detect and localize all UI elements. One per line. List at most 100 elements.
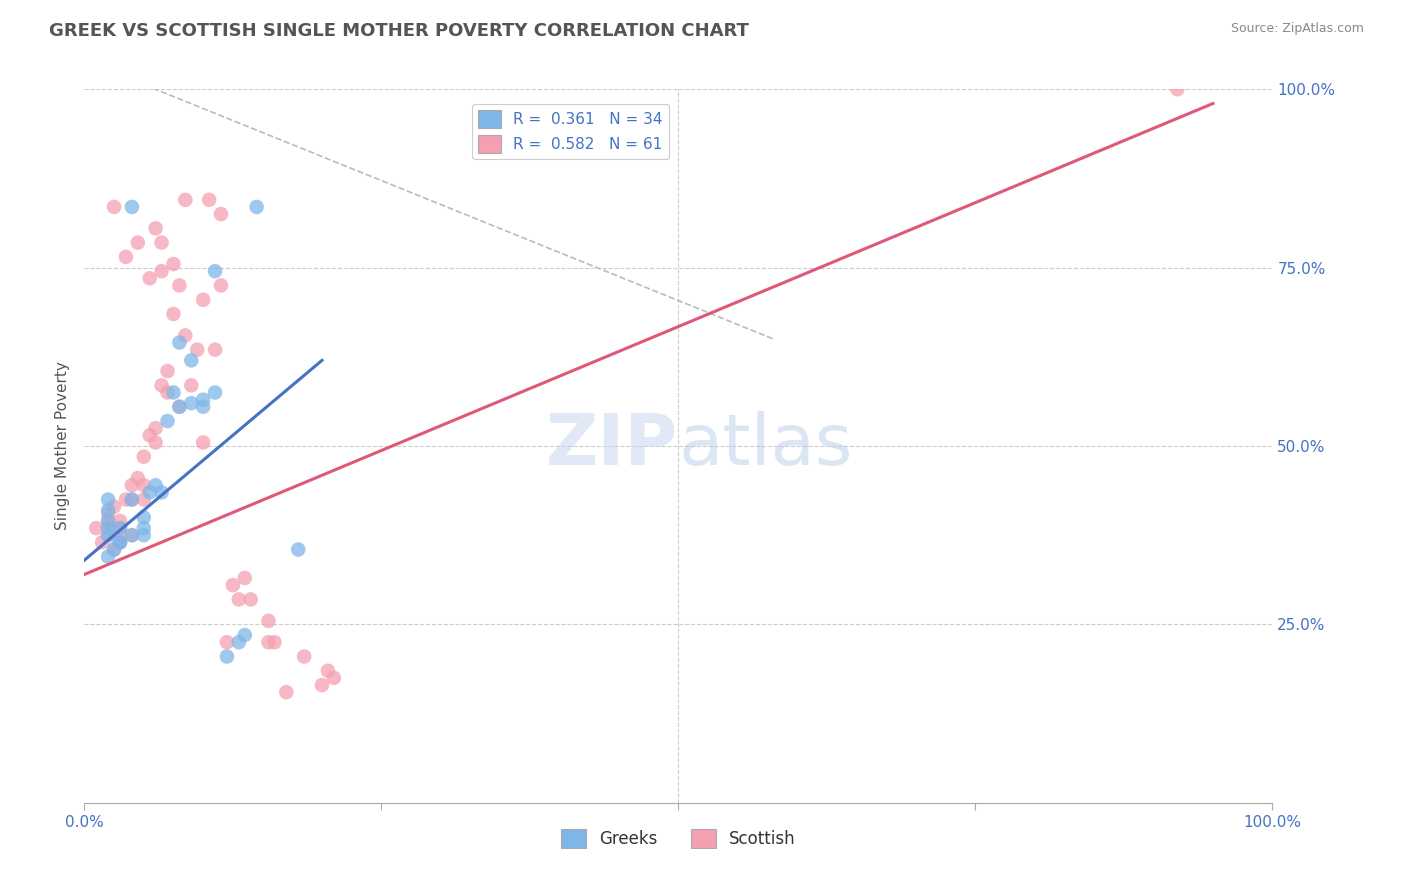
Point bbox=[162, 257, 184, 271]
Point bbox=[84, 521, 107, 535]
Point bbox=[127, 235, 149, 250]
Point bbox=[169, 278, 191, 293]
Point bbox=[97, 503, 120, 517]
Text: GREEK VS SCOTTISH SINGLE MOTHER POVERTY CORRELATION CHART: GREEK VS SCOTTISH SINGLE MOTHER POVERTY … bbox=[49, 22, 749, 40]
Point bbox=[108, 521, 131, 535]
Point bbox=[233, 628, 256, 642]
Point bbox=[97, 514, 120, 528]
Point bbox=[108, 528, 131, 542]
Point bbox=[186, 343, 208, 357]
Point bbox=[156, 414, 179, 428]
Point bbox=[132, 450, 155, 464]
Point bbox=[97, 514, 120, 528]
Point bbox=[115, 492, 138, 507]
Point bbox=[121, 200, 143, 214]
Point bbox=[103, 500, 125, 514]
Point bbox=[287, 542, 309, 557]
Point bbox=[180, 396, 202, 410]
Point bbox=[132, 528, 155, 542]
Point bbox=[292, 649, 315, 664]
Point bbox=[209, 278, 232, 293]
Point bbox=[174, 193, 197, 207]
Point bbox=[1166, 82, 1188, 96]
Point bbox=[191, 400, 215, 414]
Point bbox=[97, 521, 120, 535]
Text: atlas: atlas bbox=[679, 411, 853, 481]
Point bbox=[132, 478, 155, 492]
Point bbox=[169, 400, 191, 414]
Point bbox=[138, 428, 160, 442]
Point bbox=[276, 685, 298, 699]
Point bbox=[121, 528, 143, 542]
Point bbox=[145, 435, 167, 450]
Point bbox=[257, 635, 280, 649]
Point bbox=[169, 335, 191, 350]
Point bbox=[191, 435, 215, 450]
Point bbox=[103, 542, 125, 557]
Point bbox=[121, 478, 143, 492]
Point bbox=[145, 478, 167, 492]
Point bbox=[322, 671, 344, 685]
Point bbox=[204, 264, 226, 278]
Point bbox=[150, 235, 173, 250]
Point bbox=[191, 392, 215, 407]
Point bbox=[97, 528, 120, 542]
Point bbox=[209, 207, 232, 221]
Point bbox=[222, 578, 245, 592]
Point bbox=[145, 221, 167, 235]
Point bbox=[162, 307, 184, 321]
Text: ZIP: ZIP bbox=[546, 411, 679, 481]
Point bbox=[115, 250, 138, 264]
Point bbox=[103, 200, 125, 214]
Point bbox=[150, 485, 173, 500]
Point bbox=[127, 471, 149, 485]
Point bbox=[97, 521, 120, 535]
Point bbox=[204, 343, 226, 357]
Text: Source: ZipAtlas.com: Source: ZipAtlas.com bbox=[1230, 22, 1364, 36]
Point bbox=[156, 364, 179, 378]
Point bbox=[108, 535, 131, 549]
Point bbox=[156, 385, 179, 400]
Legend: Greeks, Scottish: Greeks, Scottish bbox=[554, 822, 803, 855]
Point bbox=[121, 492, 143, 507]
Point bbox=[233, 571, 256, 585]
Point bbox=[198, 193, 221, 207]
Point bbox=[132, 521, 155, 535]
Point bbox=[204, 385, 226, 400]
Point bbox=[121, 528, 143, 542]
Point bbox=[215, 635, 238, 649]
Point bbox=[316, 664, 339, 678]
Point bbox=[215, 649, 238, 664]
Point bbox=[191, 293, 215, 307]
Y-axis label: Single Mother Poverty: Single Mother Poverty bbox=[55, 361, 70, 531]
Point bbox=[132, 510, 155, 524]
Point bbox=[246, 200, 269, 214]
Point bbox=[311, 678, 333, 692]
Point bbox=[108, 535, 131, 549]
Point bbox=[180, 378, 202, 392]
Point bbox=[97, 492, 120, 507]
Point bbox=[108, 535, 131, 549]
Point bbox=[263, 635, 285, 649]
Point bbox=[97, 549, 120, 564]
Point bbox=[108, 514, 131, 528]
Point bbox=[97, 507, 120, 521]
Point bbox=[239, 592, 262, 607]
Point bbox=[150, 264, 173, 278]
Point bbox=[103, 542, 125, 557]
Point bbox=[138, 485, 160, 500]
Point bbox=[162, 385, 184, 400]
Point bbox=[228, 592, 250, 607]
Point bbox=[121, 492, 143, 507]
Point bbox=[150, 378, 173, 392]
Point bbox=[91, 535, 114, 549]
Point bbox=[257, 614, 280, 628]
Point bbox=[97, 528, 120, 542]
Point bbox=[108, 521, 131, 535]
Point bbox=[228, 635, 250, 649]
Point bbox=[180, 353, 202, 368]
Point bbox=[145, 421, 167, 435]
Point bbox=[138, 271, 160, 285]
Point bbox=[174, 328, 197, 343]
Point bbox=[169, 400, 191, 414]
